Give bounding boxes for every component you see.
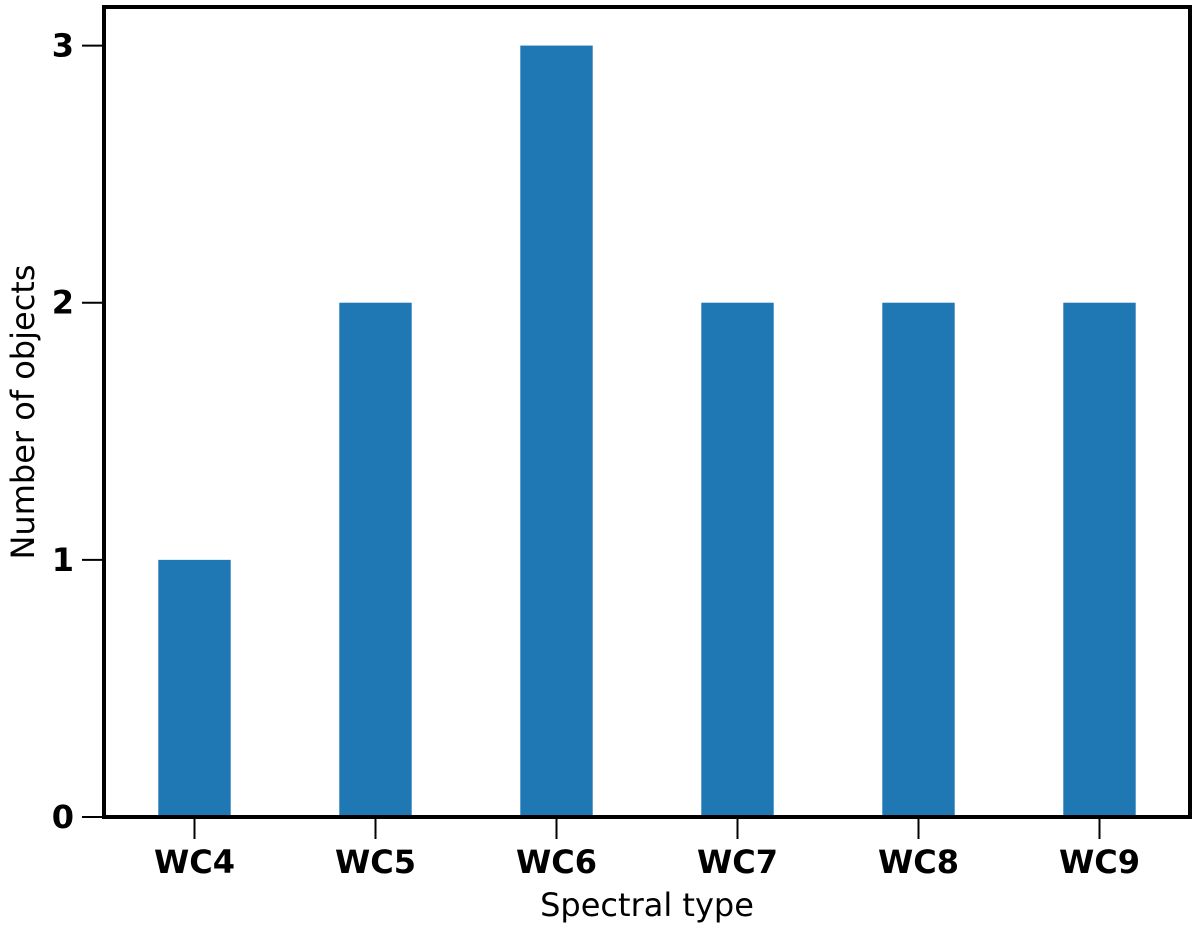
y-axis-label: Number of objects [4,264,42,559]
bar-wc5 [339,302,412,817]
x-tick-label: WC4 [154,843,235,881]
y-tick-label: 2 [52,284,74,322]
x-tick-label: WC8 [878,843,959,881]
x-tick-label: WC7 [697,843,778,881]
x-tick-label: WC6 [516,843,597,881]
bar-wc6 [520,45,593,818]
x-axis-label: Spectral type [540,886,754,924]
y-ticks-group: 0 1 2 3 [52,27,104,836]
bar-wc8 [882,302,955,817]
y-tick-label: 1 [52,541,74,579]
bar-wc7 [701,302,774,817]
y-tick-label: 0 [52,798,74,836]
bars-group [158,45,1136,818]
x-tick-label: WC5 [335,843,416,881]
bar-wc4 [158,559,231,817]
plot-frame [102,5,1192,819]
y-tick-label: 3 [52,27,74,65]
bar-wc9 [1063,302,1136,817]
x-ticks-group: WC4 WC5 WC6 WC7 WC8 WC9 [154,817,1140,881]
x-tick-label: WC9 [1059,843,1140,881]
